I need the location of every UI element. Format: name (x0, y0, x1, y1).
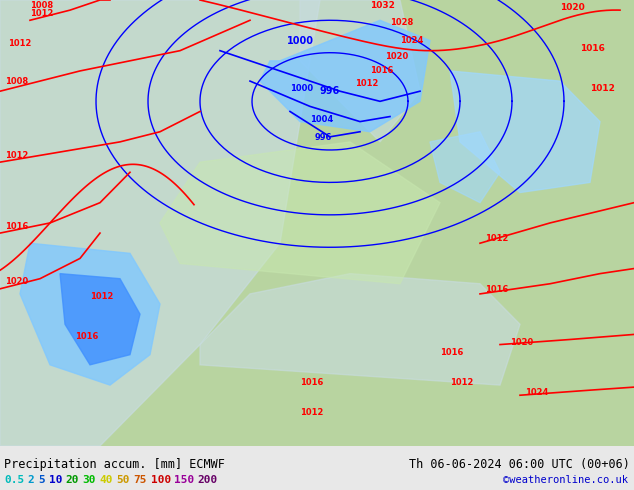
Polygon shape (200, 273, 520, 385)
Text: 1012: 1012 (450, 378, 474, 387)
Text: 5: 5 (38, 475, 45, 485)
Text: 1012: 1012 (5, 151, 29, 160)
Text: 996: 996 (320, 86, 340, 96)
Text: 1016: 1016 (440, 348, 463, 357)
Text: 1012: 1012 (300, 409, 323, 417)
Text: 996: 996 (315, 133, 332, 142)
Text: 0.5: 0.5 (4, 475, 24, 485)
Text: 1000: 1000 (290, 84, 313, 93)
Text: 1000: 1000 (287, 36, 313, 46)
Text: 1016: 1016 (5, 222, 29, 231)
Polygon shape (20, 243, 160, 385)
Text: 1016: 1016 (370, 66, 393, 75)
Text: 1012: 1012 (8, 39, 31, 48)
Text: 100: 100 (150, 475, 171, 485)
Text: 1008: 1008 (5, 77, 28, 86)
Text: 1020: 1020 (510, 338, 533, 346)
Text: 1024: 1024 (400, 36, 424, 45)
Text: 75: 75 (134, 475, 147, 485)
Polygon shape (0, 0, 320, 446)
Text: 1012: 1012 (90, 292, 113, 301)
Polygon shape (0, 0, 634, 446)
Polygon shape (430, 132, 500, 203)
Text: 1028: 1028 (390, 18, 413, 27)
Polygon shape (260, 20, 430, 132)
Text: 2: 2 (27, 475, 34, 485)
Text: 1020: 1020 (385, 52, 408, 61)
Polygon shape (450, 71, 600, 193)
Polygon shape (300, 0, 420, 142)
Text: 1008: 1008 (30, 1, 53, 10)
Text: 1020: 1020 (5, 277, 29, 286)
Polygon shape (60, 273, 140, 365)
Text: 200: 200 (198, 475, 217, 485)
Text: 1024: 1024 (525, 388, 548, 397)
Text: 1032: 1032 (370, 1, 395, 10)
Text: 1016: 1016 (485, 285, 508, 294)
Text: 1012: 1012 (355, 79, 378, 88)
Text: 1016: 1016 (75, 333, 98, 342)
Text: 40: 40 (100, 475, 113, 485)
Text: 10: 10 (48, 475, 62, 485)
Text: 1004: 1004 (310, 115, 333, 123)
Text: 30: 30 (82, 475, 96, 485)
Text: Th 06-06-2024 06:00 UTC (00+06): Th 06-06-2024 06:00 UTC (00+06) (409, 458, 630, 471)
Text: 1016: 1016 (580, 44, 605, 52)
Text: 20: 20 (65, 475, 79, 485)
Text: 1012: 1012 (485, 234, 508, 243)
Text: Precipitation accum. [mm] ECMWF: Precipitation accum. [mm] ECMWF (4, 458, 225, 471)
Text: 1020: 1020 (560, 3, 585, 12)
Text: 150: 150 (174, 475, 194, 485)
Polygon shape (160, 142, 440, 284)
Text: 1012: 1012 (590, 84, 615, 93)
Text: ©weatheronline.co.uk: ©weatheronline.co.uk (503, 475, 628, 485)
Text: 50: 50 (117, 475, 130, 485)
Text: 1012: 1012 (30, 9, 53, 18)
Text: 1016: 1016 (300, 378, 323, 387)
